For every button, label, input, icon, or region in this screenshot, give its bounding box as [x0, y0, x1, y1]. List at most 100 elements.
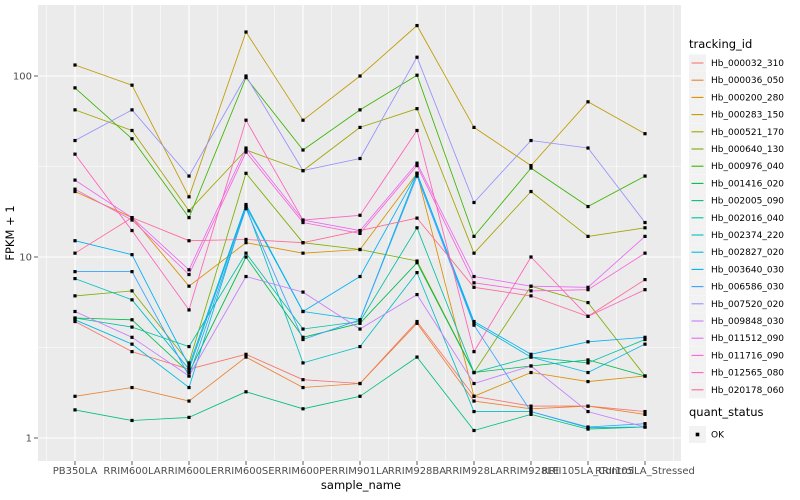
data-point — [73, 319, 77, 324]
data-point — [472, 321, 476, 325]
data-point — [130, 318, 134, 322]
legend-item-label: Hb_020178_060 — [711, 386, 784, 396]
data-point — [301, 309, 305, 314]
data-point — [244, 148, 248, 152]
data-point — [301, 241, 305, 245]
data-point — [529, 352, 533, 356]
data-point — [130, 298, 134, 302]
data-point — [358, 318, 362, 322]
data-point — [415, 270, 419, 275]
legend-item: Hb_000976_040 — [689, 157, 784, 175]
data-point — [130, 137, 134, 141]
data-point — [415, 73, 419, 77]
data-point — [187, 344, 191, 349]
data-point — [73, 318, 77, 322]
legend-item: Hb_001416_020 — [689, 174, 784, 192]
data-point — [244, 150, 248, 154]
data-point — [472, 285, 476, 289]
data-point — [301, 118, 305, 122]
data-point — [301, 335, 305, 339]
data-point — [415, 55, 419, 59]
data-point — [415, 261, 419, 265]
data-point — [415, 292, 419, 297]
data-point — [415, 259, 419, 263]
data-point — [529, 189, 533, 194]
data-point — [415, 107, 419, 111]
data-point — [586, 288, 590, 292]
data-point — [529, 255, 533, 259]
data-point — [586, 100, 590, 104]
data-point — [73, 178, 77, 182]
data-point — [529, 412, 533, 417]
data-point — [529, 407, 533, 411]
data-point — [73, 63, 77, 67]
data-point — [472, 370, 476, 375]
data-point — [244, 255, 248, 259]
data-point — [244, 30, 248, 34]
data-point — [529, 370, 533, 375]
data-point — [130, 218, 134, 222]
data-point — [73, 394, 77, 398]
data-point — [73, 251, 77, 255]
legend-item-label: Hb_000032_310 — [711, 59, 784, 69]
data-point — [244, 251, 248, 255]
legend-item: Hb_002827_020 — [689, 243, 784, 261]
data-point — [301, 327, 305, 331]
data-point — [73, 152, 77, 156]
legend-item-label: Hb_009848_030 — [711, 317, 784, 327]
legend-item: Hb_000640_130 — [689, 140, 784, 158]
data-point — [358, 231, 362, 236]
data-point — [529, 289, 533, 293]
data-point — [244, 146, 248, 150]
legend-item: Hb_002005_090 — [689, 192, 784, 210]
data-point — [73, 294, 77, 298]
data-point — [358, 321, 362, 325]
data-point — [244, 207, 248, 211]
legend-item-label: Hb_002005_090 — [711, 197, 784, 207]
data-point — [529, 294, 533, 298]
data-point — [301, 361, 305, 365]
data-point — [130, 325, 134, 329]
data-point — [643, 251, 647, 255]
data-point — [586, 370, 590, 375]
legend-item: Hb_020178_060 — [689, 381, 784, 399]
legend-item: Hb_009848_030 — [689, 312, 784, 330]
data-point — [244, 171, 248, 175]
data-point — [187, 415, 191, 419]
legend-item: Hb_011716_090 — [689, 346, 784, 364]
data-point — [415, 161, 419, 165]
x-tick-label: RRIM600PE — [275, 466, 332, 477]
data-point — [472, 281, 476, 285]
data-point — [643, 174, 647, 178]
data-point — [415, 163, 419, 168]
legend-item-label: Hb_002374_220 — [711, 231, 784, 241]
data-point — [130, 216, 134, 220]
data-point — [130, 270, 134, 274]
data-point — [73, 189, 77, 194]
legend-item-label: Hb_002827_020 — [711, 248, 784, 258]
legend-item-label: Hb_006586_030 — [711, 283, 784, 293]
data-point — [358, 327, 362, 331]
x-tick-label: RRIM600SE — [217, 466, 274, 477]
data-point — [472, 323, 476, 327]
data-points — [73, 23, 647, 433]
data-point — [187, 367, 191, 371]
data-point — [358, 394, 362, 398]
legend-item-label: Hb_007520_020 — [711, 300, 784, 310]
data-point — [529, 284, 533, 288]
data-point — [301, 378, 305, 382]
legend-item: Hb_012565_080 — [689, 364, 784, 382]
data-point — [73, 138, 77, 143]
data-point — [187, 209, 191, 213]
data-point — [130, 128, 134, 133]
data-point — [415, 319, 419, 324]
data-point — [73, 86, 77, 90]
data-point — [301, 251, 305, 255]
data-point — [415, 171, 419, 175]
data-point — [529, 404, 533, 408]
y-tick-label: 10 — [19, 253, 32, 264]
data-point — [358, 125, 362, 130]
data-point — [130, 83, 134, 87]
data-point — [187, 272, 191, 277]
